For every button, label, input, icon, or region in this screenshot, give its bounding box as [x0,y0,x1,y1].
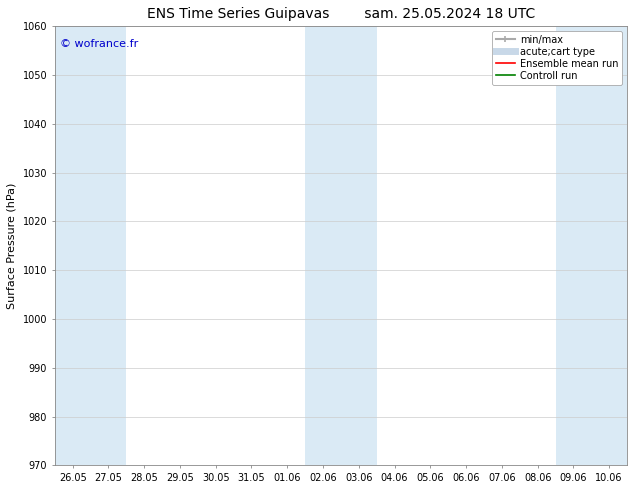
Legend: min/max, acute;cart type, Ensemble mean run, Controll run: min/max, acute;cart type, Ensemble mean … [491,31,622,85]
Bar [305,26,377,465]
Title: ENS Time Series Guipavas        sam. 25.05.2024 18 UTC: ENS Time Series Guipavas sam. 25.05.2024… [147,7,535,21]
Text: © wofrance.fr: © wofrance.fr [60,40,139,49]
Bar [555,26,627,465]
Y-axis label: Surface Pressure (hPa): Surface Pressure (hPa) [7,183,17,309]
Bar [55,26,126,465]
